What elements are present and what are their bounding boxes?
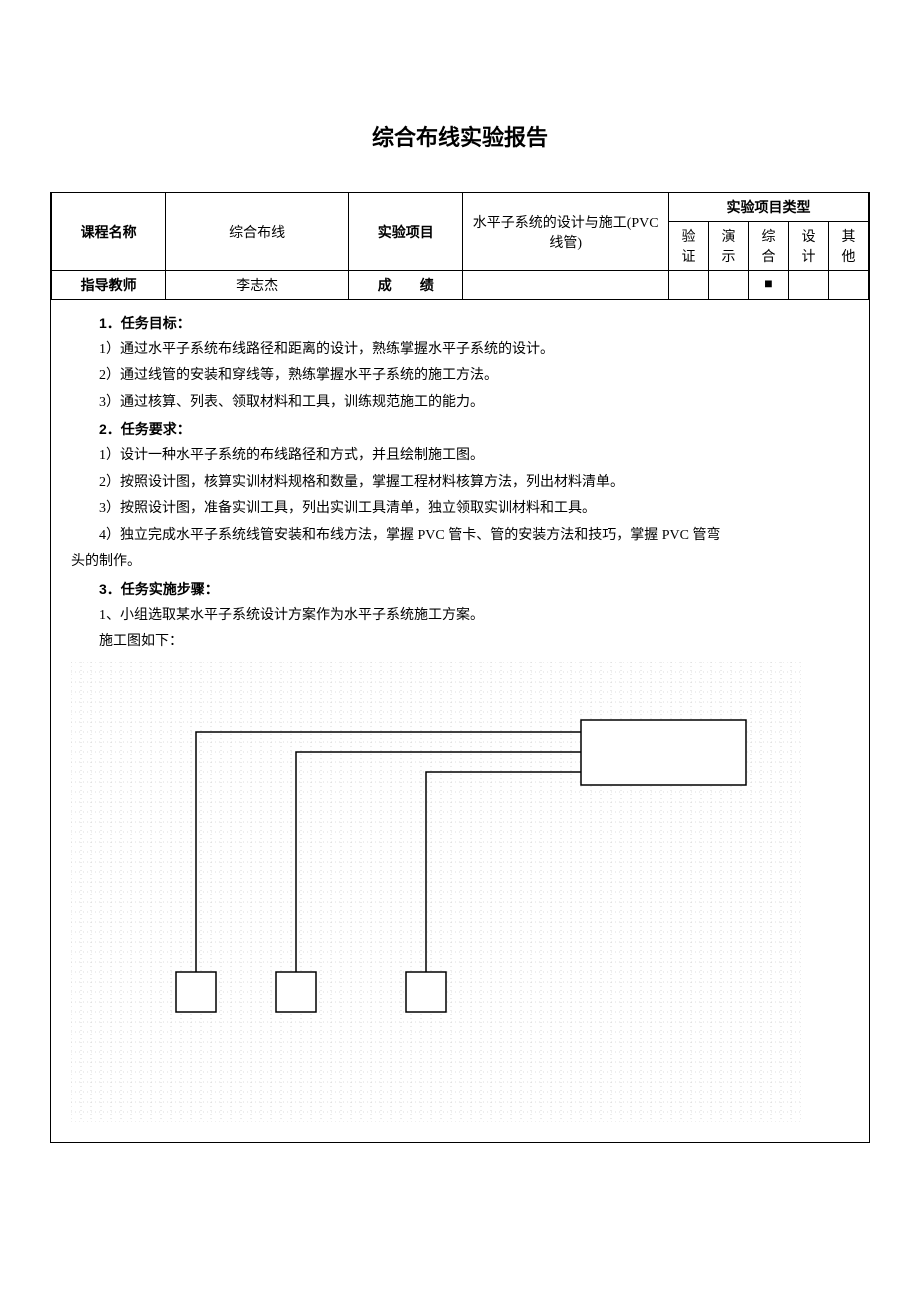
section-1-line-2: 2）通过线管的安装和穿线等，熟练掌握水平子系统的施工方法。 (71, 363, 849, 390)
section-3-line-1: 1、小组选取某水平子系统设计方案作为水平子系统施工方案。 (71, 603, 849, 630)
section-2-line-4: 4）独立完成水平子系统线管安装和布线方法，掌握 PVC 管卡、管的安装方法和技巧… (71, 523, 849, 550)
type-mark-1 (669, 271, 709, 300)
type-mark-3: ■ (748, 271, 788, 300)
teacher-value: 李志杰 (166, 271, 349, 300)
type-mark-2 (709, 271, 749, 300)
section-3-heading: 3．任务实施步骤： (71, 576, 849, 603)
type-mark-4 (788, 271, 828, 300)
course-value: 综合布线 (166, 193, 349, 271)
section-2-line-1: 1）设计一种水平子系统的布线路径和方式，并且绘制施工图。 (71, 443, 849, 470)
report-container: 课程名称 综合布线 实验项目 水平子系统的设计与施工(PVC 线管) 实验项目类… (50, 192, 870, 1143)
document-title: 综合布线实验报告 (50, 120, 870, 152)
section-1-heading: 1．任务目标： (71, 310, 849, 337)
type-col-comprehensive: 综合 (748, 222, 788, 271)
section-1-line-1: 1）通过水平子系统布线路径和距离的设计，熟练掌握水平子系统的设计。 (71, 337, 849, 364)
section-3-line-2: 施工图如下： (71, 629, 849, 656)
experiment-value: 水平子系统的设计与施工(PVC 线管) (463, 193, 669, 271)
grade-value (463, 271, 669, 300)
section-2-line-4b: 头的制作。 (71, 549, 849, 576)
teacher-label: 指导教师 (52, 271, 166, 300)
course-label: 课程名称 (52, 193, 166, 271)
type-col-design: 设计 (788, 222, 828, 271)
type-col-other: 其他 (828, 222, 868, 271)
diagram-svg (71, 662, 801, 1122)
content-area: 1．任务目标： 1）通过水平子系统布线路径和距离的设计，熟练掌握水平子系统的设计… (51, 300, 869, 1142)
experiment-label: 实验项目 (349, 193, 463, 271)
construction-diagram (71, 662, 849, 1122)
section-2-heading: 2．任务要求： (71, 416, 849, 443)
header-table: 课程名称 综合布线 实验项目 水平子系统的设计与施工(PVC 线管) 实验项目类… (51, 192, 869, 300)
type-mark-5 (828, 271, 868, 300)
grade-label: 成 绩 (349, 271, 463, 300)
section-2-line-3: 3）按照设计图，准备实训工具，列出实训工具清单，独立领取实训材料和工具。 (71, 496, 849, 523)
type-header: 实验项目类型 (669, 193, 869, 222)
type-col-verify: 验证 (669, 222, 709, 271)
section-1-line-3: 3）通过核算、列表、领取材料和工具，训练规范施工的能力。 (71, 390, 849, 417)
section-2-line-2: 2）按照设计图，核算实训材料规格和数量，掌握工程材料核算方法，列出材料清单。 (71, 470, 849, 497)
type-col-demo: 演示 (709, 222, 749, 271)
